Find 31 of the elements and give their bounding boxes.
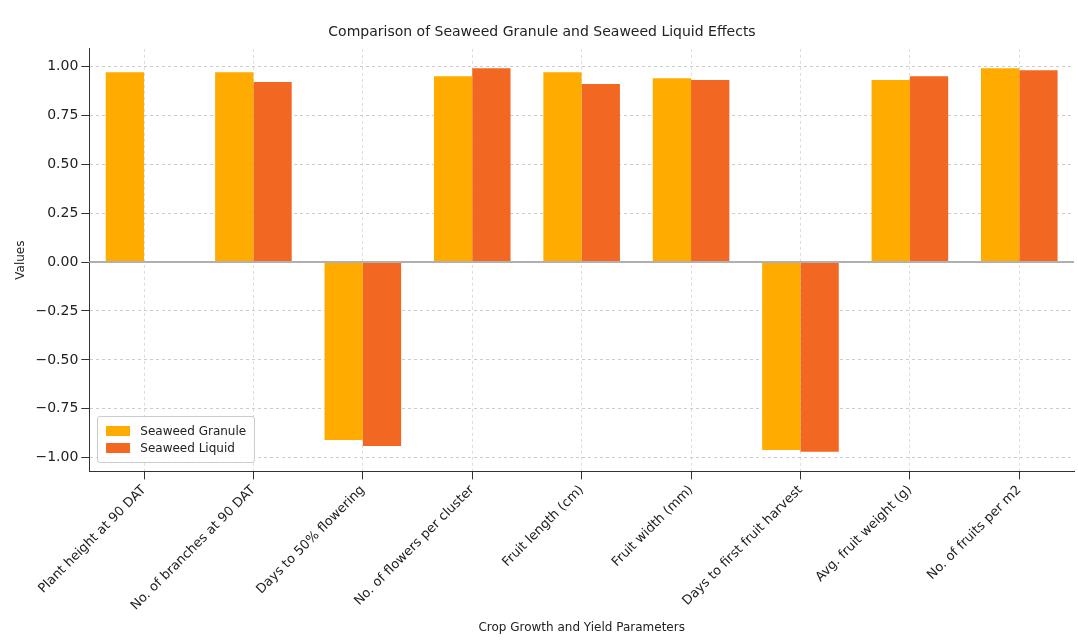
y-tick-label: 0.00	[47, 252, 79, 269]
bar	[362, 262, 402, 446]
y-tick-label: 0.50	[47, 154, 79, 171]
bar	[543, 72, 582, 262]
bar	[433, 76, 473, 262]
chart-title: Comparison of Seaweed Granule and Seaweed Liquid Effects	[328, 23, 756, 40]
bar	[1019, 70, 1058, 262]
x-axis-title: Crop Growth and Yield Parameters	[478, 619, 685, 634]
bar	[581, 84, 620, 262]
bar	[105, 72, 145, 262]
y-tick-label: −0.25	[35, 301, 79, 318]
bar	[981, 68, 1020, 262]
y-tick-label: 0.25	[47, 203, 79, 220]
legend-label: Seaweed Granule	[140, 424, 247, 439]
y-tick-label: −1.00	[35, 448, 79, 465]
bar	[691, 80, 730, 262]
bar	[909, 76, 949, 262]
y-tick-label: 1.00	[47, 57, 79, 74]
y-tick-label: −0.75	[35, 399, 79, 416]
bar	[253, 82, 292, 262]
y-tick-label: −0.50	[35, 350, 79, 367]
bar	[472, 68, 511, 262]
bar	[652, 78, 692, 262]
bar	[871, 80, 910, 262]
y-axis-title: Values	[13, 240, 28, 280]
bar	[215, 72, 254, 262]
y-tick-label: 0.75	[47, 105, 79, 122]
bar	[800, 262, 839, 452]
bar	[324, 262, 363, 441]
legend-label: Seaweed Liquid	[140, 441, 235, 456]
bar	[762, 262, 801, 450]
